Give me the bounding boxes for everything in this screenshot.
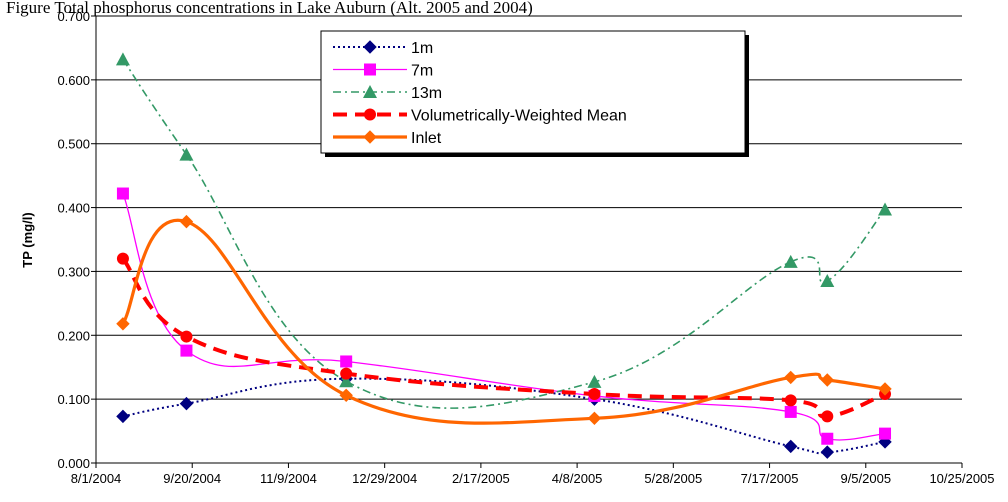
legend-label-inlet: Inlet: [411, 130, 442, 147]
series-line-1m: [122, 377, 886, 455]
y-axis-label: TP (mg/l): [20, 212, 35, 267]
data-point-7m: [784, 405, 797, 418]
x-tick-label: 2/17/2005: [452, 471, 510, 486]
legend-label-7m: 7m: [411, 63, 433, 80]
x-tick-label: 4/8/2005: [552, 471, 603, 486]
legend-marker-volumetrically-weighted-mean: [364, 108, 376, 121]
data-point-volumetrically-weighted-mean: [784, 394, 797, 407]
data-point-13m: [783, 254, 798, 268]
data-point-7m: [879, 427, 892, 440]
data-point-13m: [339, 374, 354, 388]
legend-marker-7m: [364, 63, 376, 76]
data-point-volumetrically-weighted-mean: [821, 410, 834, 423]
data-point-13m: [179, 147, 194, 161]
x-tick-label: 5/28/2005: [644, 471, 702, 486]
data-point-13m: [115, 52, 130, 66]
data-point-inlet: [339, 388, 353, 403]
data-point-13m: [878, 202, 893, 216]
plot-area: 0.000 0.100 0.200 0.300 0.400 0.500 0.600 0.700…: [57, 9, 994, 486]
data-point-inlet: [587, 411, 602, 426]
data-point-7m: [340, 355, 353, 368]
data-point-volumetrically-weighted-mean: [116, 252, 129, 265]
x-tick-label: 9/5/2005: [840, 471, 891, 486]
legend-label-1m: 1m: [411, 40, 433, 57]
y-tick-label: 0.700: [57, 9, 90, 24]
series-line-volumetrically-weighted-mean: [121, 257, 886, 419]
data-point-7m: [180, 344, 193, 357]
x-tick-label: 7/17/2005: [741, 471, 799, 486]
data-point-1m: [784, 439, 798, 454]
legend-marker-13m: [363, 85, 377, 98]
y-tick-label: 0.400: [57, 201, 90, 216]
legend-box: [320, 30, 746, 154]
data-point-13m: [820, 274, 835, 288]
legend-marker-1m: [363, 40, 377, 54]
data-point-1m: [820, 445, 834, 459]
x-tick-label: 11/9/2004: [260, 471, 317, 486]
data-point-volumetrically-weighted-mean: [180, 330, 193, 343]
x-tick-label: 9/20/2004: [163, 471, 221, 486]
data-point-inlet: [179, 214, 194, 229]
data-point-7m: [821, 432, 834, 445]
y-tick-label: 0.000: [57, 456, 90, 471]
figure-caption: Figure Total phosphorus concentrations i…: [6, 0, 533, 17]
legend-marker-inlet: [363, 130, 377, 144]
legend: 1m 7m 13m Volumetrically-Weighted Mean Inlet: [320, 30, 749, 157]
y-tick-label: 0.300: [57, 264, 90, 279]
data-point-inlet: [820, 373, 834, 387]
x-tick-label: 8/1/2004: [71, 471, 122, 486]
data-point-inlet: [784, 370, 798, 385]
data-point-13m: [587, 374, 602, 388]
data-point-inlet: [116, 317, 130, 331]
data-point-inlet: [878, 382, 892, 396]
series-line-13m: [122, 58, 886, 409]
y-tick-label: 0.100: [57, 392, 90, 407]
data-point-1m: [116, 409, 130, 424]
legend-label-volumetrically-weighted-mean: Volumetrically-Weighted Mean: [411, 108, 627, 125]
y-tick-label: 0.600: [57, 73, 90, 88]
data-point-volumetrically-weighted-mean: [588, 388, 601, 401]
data-point-7m: [116, 187, 129, 200]
x-tick-label: 10/25/2005: [929, 471, 994, 486]
data-point-1m: [179, 396, 194, 411]
data-point-volumetrically-weighted-mean: [340, 367, 353, 380]
y-tick-label: 0.500: [57, 137, 90, 152]
x-tick-label: 12/29/2004: [352, 471, 417, 486]
legend-label-13m: 13m: [411, 85, 442, 102]
y-tick-label: 0.200: [57, 328, 90, 343]
